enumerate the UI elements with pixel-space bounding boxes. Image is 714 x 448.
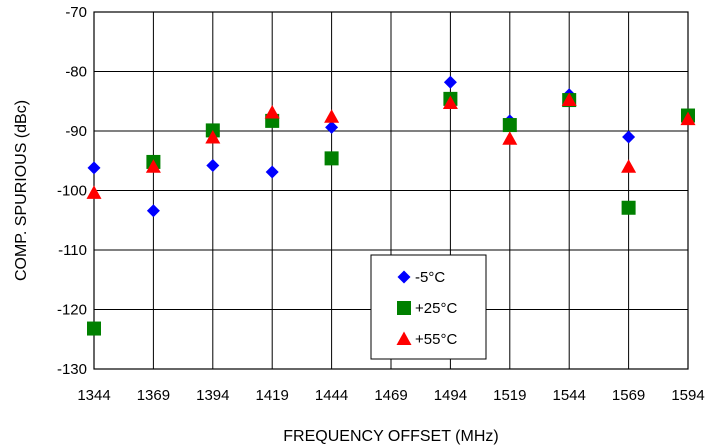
y-axis-title: COMP. SPURIOUS (dBc): [13, 100, 30, 281]
y-tick-label: -120: [57, 302, 87, 319]
triangle-point: [324, 109, 340, 123]
x-tick-label: 1519: [493, 387, 526, 404]
triangle-point: [145, 159, 161, 173]
legend-box: [370, 254, 487, 360]
diamond-point: [443, 75, 457, 89]
x-tick-label: 1344: [77, 387, 110, 404]
triangle-point: [205, 130, 221, 144]
x-tick-label: 1369: [137, 387, 170, 404]
legend-label: +55°C: [415, 331, 457, 348]
x-tick-label: 1569: [612, 387, 645, 404]
square-point: [621, 200, 636, 215]
triangle-point: [264, 105, 280, 119]
data-points: [86, 75, 696, 336]
triangle-point: [502, 131, 518, 145]
triangle-point: [680, 111, 696, 126]
y-tick-label: -130: [57, 361, 87, 378]
legend-triangle-marker: [396, 331, 412, 345]
x-axis-title: FREQUENCY OFFSET (MHz): [283, 428, 498, 445]
x-tick-label: 1544: [553, 387, 586, 404]
diamond-point: [622, 130, 636, 144]
x-tick-label: 1469: [374, 387, 407, 404]
x-tick-label: 1419: [256, 387, 289, 404]
y-tick-label: -90: [65, 123, 87, 140]
legend-item: -5°C: [397, 269, 445, 286]
diamond-point: [146, 204, 160, 218]
legend-item: +25°C: [397, 300, 457, 317]
square-point: [324, 151, 339, 166]
series-diamond: [87, 75, 636, 218]
square-point: [502, 118, 517, 133]
legend-diamond-marker: [397, 270, 411, 284]
square-point: [87, 321, 101, 336]
series-triangle: [86, 92, 696, 199]
x-axis-tick-labels: 1344 1369 1394 1419 1444 1469 1494 1519 1544 1569…: [77, 387, 704, 404]
diamond-point: [87, 161, 101, 175]
triangle-point: [621, 159, 637, 173]
x-tick-label: 1394: [196, 387, 229, 404]
legend-label: +25°C: [415, 300, 457, 317]
y-tick-label: -80: [65, 64, 87, 81]
triangle-point: [86, 185, 102, 199]
legend-square-marker: [397, 301, 411, 315]
y-tick-label: -100: [57, 183, 87, 200]
diamond-point: [206, 159, 220, 173]
y-tick-label: -110: [58, 242, 87, 259]
x-tick-label: 1444: [315, 387, 348, 404]
diamond-point: [265, 165, 279, 179]
triangle-point: [561, 92, 577, 107]
legend-label: -5°C: [415, 269, 445, 286]
y-axis-tick-labels: -130 -120 -110 -100 -90 -80 -70: [57, 4, 87, 378]
legend-item: +55°C: [396, 331, 457, 348]
diamond-point: [325, 120, 339, 134]
x-tick-label: 1494: [434, 387, 467, 404]
triangle-point: [442, 95, 458, 110]
x-tick-label: 1594: [671, 387, 704, 404]
legend: -5°C +25°C +55°C: [370, 254, 487, 360]
y-tick-label: -70: [65, 4, 87, 21]
